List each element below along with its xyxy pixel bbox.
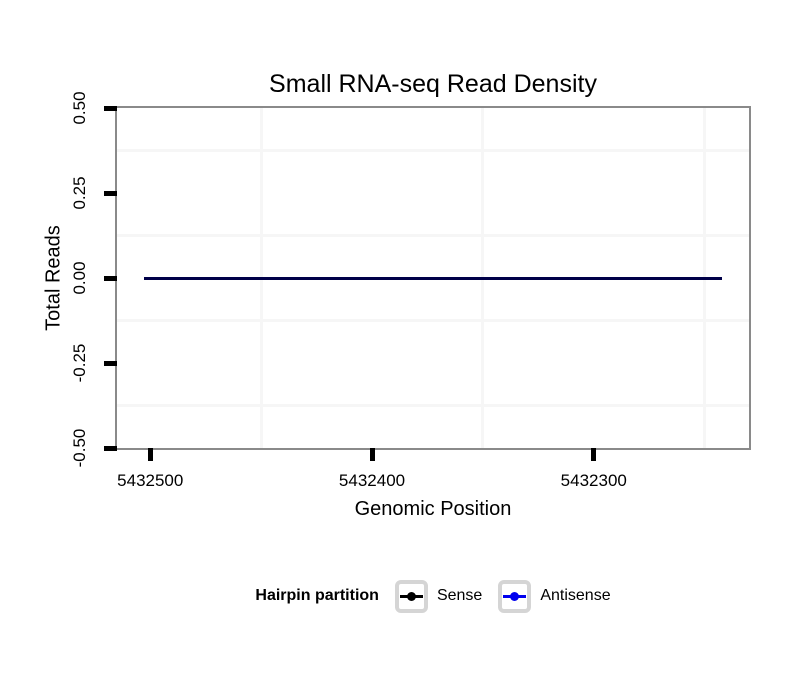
x-axis-tick: [147, 448, 153, 461]
legend-label-antisense: Antisense: [540, 587, 611, 604]
x-tick-label: 5432300: [560, 471, 627, 490]
y-tick-label: 0.25: [70, 176, 89, 210]
chart-title: Small RNA-seq Read Density: [269, 70, 597, 98]
series-line-sense: [143, 276, 723, 280]
y-axis-tick: [104, 105, 117, 111]
y-tick-label: 0.00: [70, 261, 89, 295]
x-tick-label: 5432400: [338, 471, 406, 490]
antisense-point-icon: [510, 591, 520, 601]
legend-item-antisense: Antisense: [498, 579, 611, 613]
minor-gridline-y: [117, 234, 749, 237]
plot-panel: [115, 106, 751, 450]
y-axis-tick: [104, 445, 117, 451]
x-tick-label: 5432500: [117, 471, 184, 490]
minor-gridline-y: [117, 149, 749, 152]
y-axis-tick: [104, 360, 117, 366]
x-axis-tick: [591, 448, 597, 461]
minor-gridline-y: [117, 319, 749, 322]
legend: Hairpin partition Sense Antisense: [117, 578, 749, 614]
y-axis-tick: [104, 275, 117, 281]
sense-point-icon: [406, 591, 416, 601]
legend-item-sense: Sense: [394, 579, 483, 613]
legend-key-sense: [394, 579, 428, 613]
y-axis-title: Total Reads: [42, 225, 65, 331]
x-axis-tick: [369, 448, 375, 461]
legend-label-sense: Sense: [436, 587, 483, 604]
y-tick-label: 0.50: [70, 91, 89, 125]
y-tick-label: -0.50: [70, 428, 89, 468]
y-tick-label: -0.25: [70, 343, 89, 383]
x-axis-title: Genomic Position: [354, 498, 512, 520]
y-axis-tick: [104, 190, 117, 196]
legend-key-antisense: [498, 579, 532, 613]
legend-title: Hairpin partition: [255, 587, 379, 604]
minor-gridline-y: [117, 404, 749, 407]
series-line-antisense: [143, 276, 723, 280]
